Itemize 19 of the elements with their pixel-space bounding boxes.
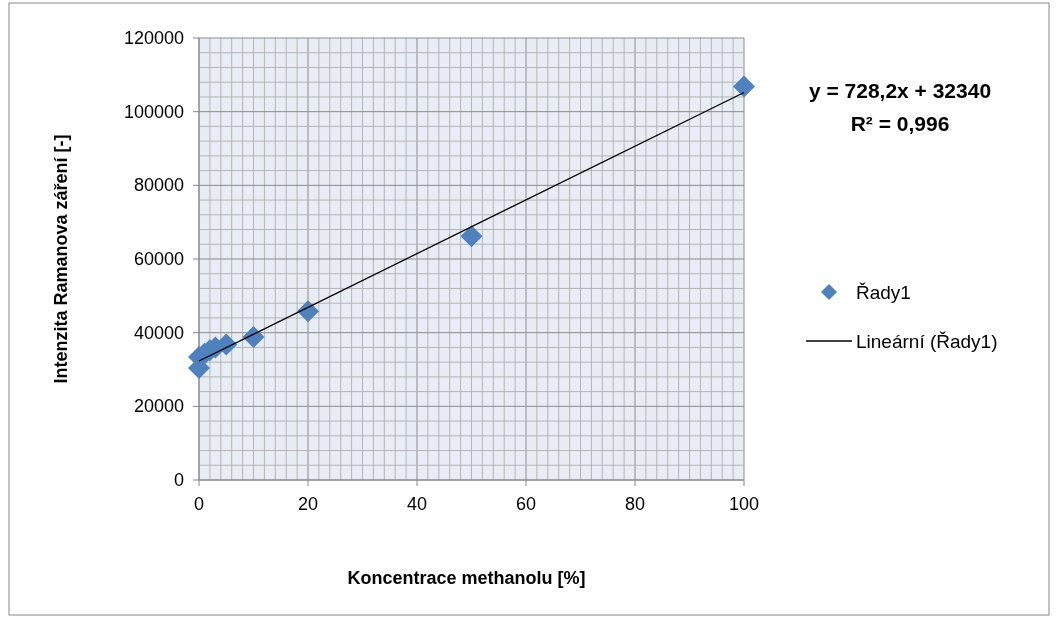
x-tick-label: 100 (728, 494, 760, 514)
x-tick-label: 60 (515, 494, 537, 514)
y-tick-label: 60000 (133, 249, 184, 269)
legend-label: Řady1 (856, 282, 911, 303)
y-tick-label: 100000 (123, 101, 184, 122)
y-tick-label: 40000 (133, 322, 184, 343)
y-tick-label: 0 (173, 470, 184, 490)
x-axis-title: Koncentrace methanolu [%] (347, 568, 586, 588)
y-tick-label: 120000 (123, 28, 184, 48)
x-tick-label: 80 (624, 494, 646, 514)
x-tick-label: 0 (193, 494, 205, 514)
text: R² = 0,996 (850, 112, 950, 135)
legend-label: Lineární (Řady1) (856, 331, 998, 352)
y-tick-label: 20000 (133, 396, 184, 417)
x-tick-label: 40 (406, 494, 428, 514)
y-tick-label: 80000 (133, 175, 184, 196)
y-axis-title: Intenzita Ramanova záření [-] (51, 134, 71, 384)
x-tick-label: 20 (297, 494, 319, 514)
text: y = 728,2x + 32340 (808, 79, 992, 102)
